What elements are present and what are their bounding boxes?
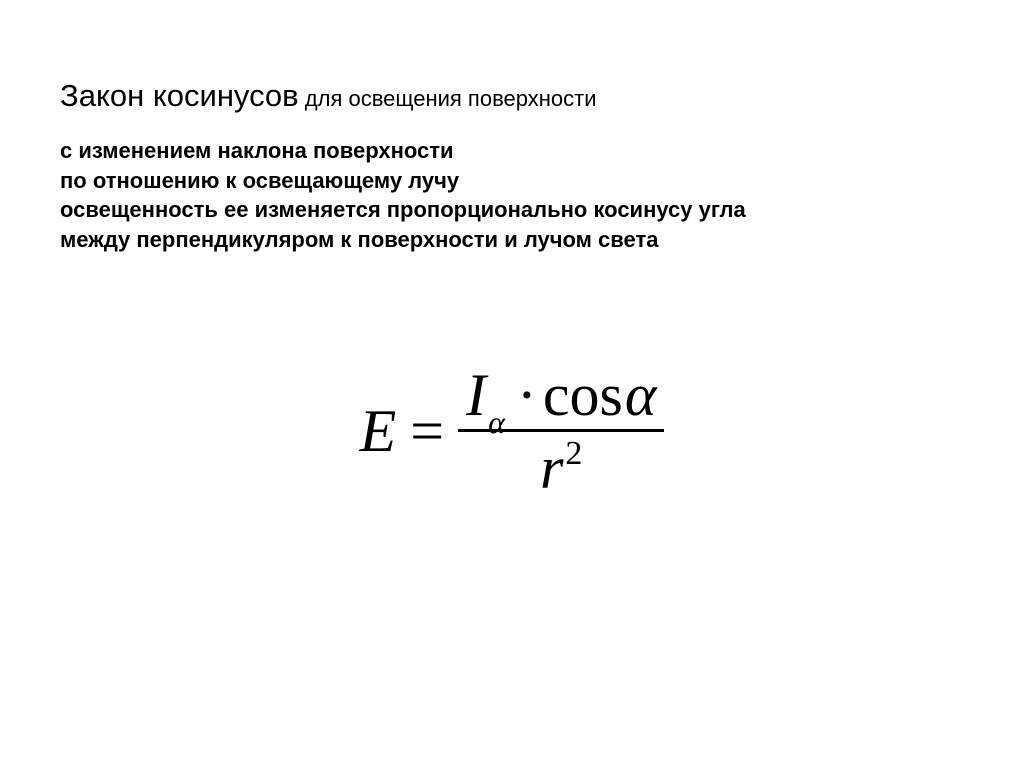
body-line-4: между перпендикуляром к поверхности и лу… xyxy=(60,225,964,255)
heading: Закон косинусов для освещения поверхност… xyxy=(60,78,964,114)
den-r: r xyxy=(540,438,563,498)
body-text: с изменением наклона поверхности по отно… xyxy=(60,136,964,255)
title-main: Закон косинусов xyxy=(60,78,299,113)
slide: Закон косинусов для освещения поверхност… xyxy=(0,0,1024,768)
alpha: α xyxy=(625,365,657,425)
cos-func: cos xyxy=(543,365,623,425)
denominator: r 2 xyxy=(532,432,590,498)
mult-dot: · xyxy=(517,365,537,425)
num-I-subscript: α xyxy=(488,406,505,438)
body-line-1: с изменением наклона поверхности xyxy=(60,136,964,166)
formula-container: E = I α · cos α r 2 xyxy=(60,365,964,498)
formula: E = I α · cos α r 2 xyxy=(360,365,665,498)
title-sub: для освещения поверхности xyxy=(299,86,597,111)
formula-lhs: E xyxy=(360,397,397,466)
equals-sign: = xyxy=(410,397,444,466)
fraction: I α · cos α r 2 xyxy=(458,365,664,498)
body-line-2: по отношению к освещающему лучу xyxy=(60,166,964,196)
den-exponent: 2 xyxy=(565,437,582,471)
num-I: I xyxy=(466,365,486,425)
body-line-3: освещенность ее изменяется пропорциональ… xyxy=(60,195,964,225)
numerator: I α · cos α xyxy=(458,365,664,425)
